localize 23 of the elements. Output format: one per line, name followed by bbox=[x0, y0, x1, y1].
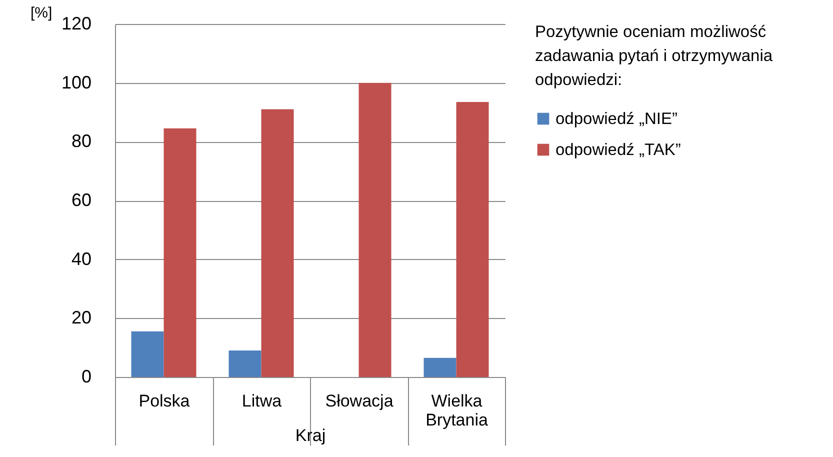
bar bbox=[261, 109, 294, 377]
bar bbox=[131, 331, 164, 377]
y-tick-label: 60 bbox=[71, 190, 92, 210]
bar bbox=[164, 128, 196, 377]
legend-label: odpowiedź „TAK” bbox=[556, 140, 681, 159]
y-tick-label: 0 bbox=[81, 366, 92, 386]
legend-title: Pozytywnie oceniam możliwość zadawania pytań i otrzymywania odpowiedzi: bbox=[535, 23, 774, 89]
x-axis-title: Kraj bbox=[295, 426, 326, 445]
x-tick-label: Litwa bbox=[242, 392, 282, 410]
y-tick-label: 120 bbox=[61, 14, 92, 34]
bar bbox=[456, 102, 489, 377]
y-tick-label: 80 bbox=[71, 131, 92, 152]
bar bbox=[358, 82, 392, 377]
bar bbox=[228, 350, 262, 377]
y-tick-label: 20 bbox=[71, 308, 92, 328]
x-tick-label: Wielka Brytania bbox=[426, 392, 488, 430]
bar bbox=[424, 358, 456, 377]
legend-label: odpowiedź „NIE” bbox=[556, 110, 678, 128]
x-tick-label: Polska bbox=[138, 392, 190, 410]
x-tick-label: Słowacja bbox=[325, 392, 394, 410]
y-tick-label: 40 bbox=[71, 248, 92, 269]
y-tick-label: 100 bbox=[61, 72, 92, 92]
y-axis-title: [%] bbox=[30, 4, 52, 22]
